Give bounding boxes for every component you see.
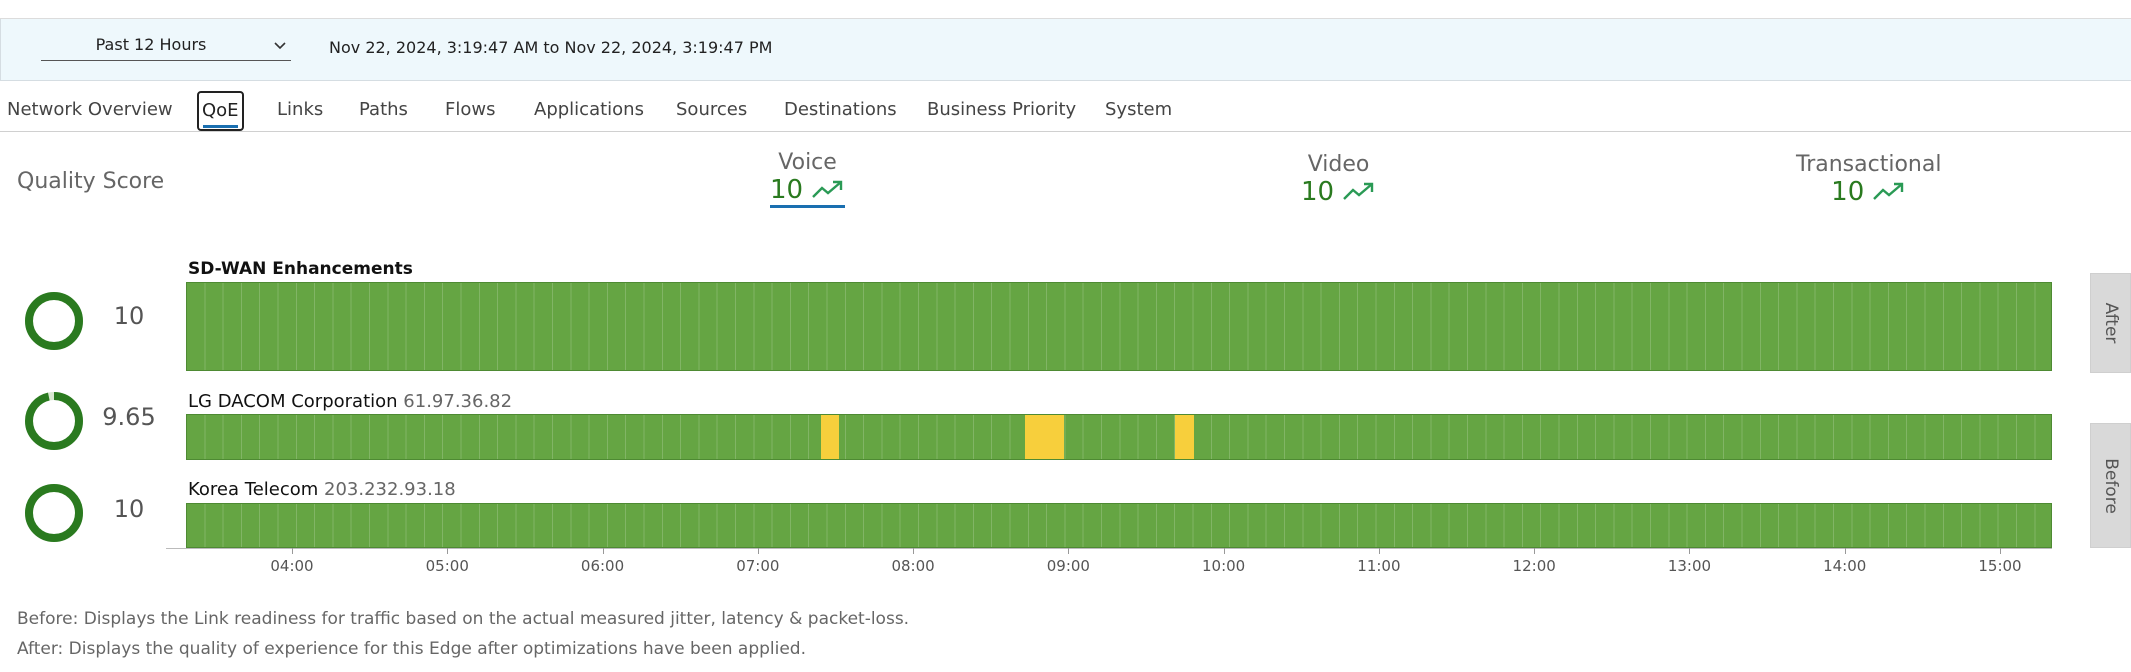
quality-score-title: Quality Score <box>17 169 165 194</box>
tab-system[interactable]: System <box>1105 99 1173 120</box>
metric-video-label: Video <box>1307 152 1370 177</box>
axis-tick <box>2000 548 2001 554</box>
after-note: After: Displays the quality of experienc… <box>17 639 806 659</box>
metric-video-value: 10 <box>1301 177 1376 207</box>
axis-tick-label: 15:00 <box>1978 557 2022 575</box>
after-tab[interactable]: After <box>2090 273 2131 373</box>
tab-links[interactable]: Links <box>277 99 324 120</box>
top-divider <box>0 18 2131 19</box>
axis-tick <box>913 548 915 554</box>
trend-up-icon <box>812 180 843 198</box>
row-ip: 203.232.93.18 <box>324 479 456 500</box>
score-ring-icon <box>25 484 83 542</box>
axis-tick-label: 10:00 <box>1202 557 1246 575</box>
axis-tick <box>1844 548 1846 554</box>
axis-tick <box>447 548 449 554</box>
score-ring-arc <box>25 484 83 542</box>
axis-tick <box>757 548 759 554</box>
chevron-down-icon <box>274 42 286 50</box>
tab-paths[interactable]: Paths <box>359 99 408 120</box>
qoe-timeline-bar[interactable] <box>186 282 2052 371</box>
axis-tick <box>1378 548 1380 554</box>
tab-network-overview[interactable]: Network Overview <box>7 99 173 120</box>
axis-tick-label: 13:00 <box>1667 557 1712 575</box>
row-score: 10 <box>113 302 145 330</box>
axis-tick <box>1068 548 1070 554</box>
metric-transactional-label: Transactional <box>1796 152 1942 177</box>
degraded-segment[interactable] <box>820 415 840 459</box>
row-name-text: LG DACOM Corporation <box>188 391 398 412</box>
before-note: Before: Displays the Link readiness for … <box>17 609 910 629</box>
axis-tick-label: 07:00 <box>736 557 780 575</box>
axis-tick-label: 05:00 <box>425 557 469 575</box>
score-ring-icon <box>25 392 83 450</box>
before-tab-label: Before <box>2100 457 2121 514</box>
metric-voice-label: Voice <box>778 150 837 175</box>
trend-up-icon <box>1343 182 1374 200</box>
axis-tick-label: 12:00 <box>1512 557 1556 575</box>
degraded-segment[interactable] <box>1175 415 1194 459</box>
tab-sources[interactable]: Sources <box>676 99 748 120</box>
row-name: SD-WAN Enhancements <box>188 259 413 279</box>
metric-video-score: 10 <box>1301 177 1335 207</box>
metric-voice[interactable]: Voice 10 <box>770 150 846 208</box>
axis-tick-label: 11:00 <box>1357 557 1401 575</box>
metric-video[interactable]: Video 10 <box>1301 152 1376 207</box>
tab-flows[interactable]: Flows <box>445 99 496 120</box>
row-name: Korea Telecom 203.232.93.18 <box>188 479 456 500</box>
time-axis <box>166 548 2052 549</box>
score-ring-icon <box>25 292 83 350</box>
axis-tick-label: 14:00 <box>1823 557 1867 575</box>
row-score: 9.65 <box>102 403 156 431</box>
axis-tick <box>602 548 604 554</box>
tab-destinations[interactable]: Destinations <box>784 99 897 120</box>
metric-transactional-value: 10 <box>1831 177 1906 207</box>
axis-tick-label: 04:00 <box>270 557 314 575</box>
row-score: 10 <box>113 495 145 523</box>
axis-tick <box>1689 548 1691 554</box>
tab-qoe[interactable]: QoE <box>197 91 244 131</box>
after-tab-label: After <box>2100 302 2121 344</box>
metric-voice-value: 10 <box>770 175 846 208</box>
qoe-timeline-bar[interactable] <box>186 414 2052 460</box>
row-name: LG DACOM Corporation 61.97.36.82 <box>188 391 512 412</box>
score-ring-arc <box>25 392 83 450</box>
time-range-value: Past 12 Hours <box>95 35 207 54</box>
qoe-timeline-bar[interactable] <box>186 503 2052 548</box>
degraded-segment[interactable] <box>1025 415 1065 459</box>
axis-tick <box>1223 548 1225 554</box>
tab-applications[interactable]: Applications <box>534 99 644 120</box>
trend-up-icon <box>1873 182 1904 200</box>
axis-tick-label: 06:00 <box>580 557 625 575</box>
time-range-text: Nov 22, 2024, 3:19:47 AM to Nov 22, 2024… <box>329 38 773 57</box>
metric-transactional[interactable]: Transactional 10 <box>1796 152 1941 207</box>
tab-bar: Network Overview QoE Links Paths Flows A… <box>0 90 2131 132</box>
time-range-dropdown[interactable]: Past 12 Hours <box>41 33 291 61</box>
score-ring-arc <box>25 292 83 350</box>
axis-tick-label: 09:00 <box>1046 557 1090 575</box>
time-filter-bar: Past 12 Hours Nov 22, 2024, 3:19:47 AM t… <box>0 19 2131 81</box>
axis-tick <box>292 548 293 554</box>
row-ip: 61.97.36.82 <box>403 391 513 412</box>
axis-tick-label: 08:00 <box>891 557 935 575</box>
metric-transactional-score: 10 <box>1831 177 1865 207</box>
row-name-text: Korea Telecom <box>188 479 319 500</box>
metric-voice-score: 10 <box>770 175 804 205</box>
tab-business-priority[interactable]: Business Priority <box>927 99 1077 120</box>
before-tab[interactable]: Before <box>2090 423 2131 548</box>
axis-tick <box>1534 548 1536 554</box>
